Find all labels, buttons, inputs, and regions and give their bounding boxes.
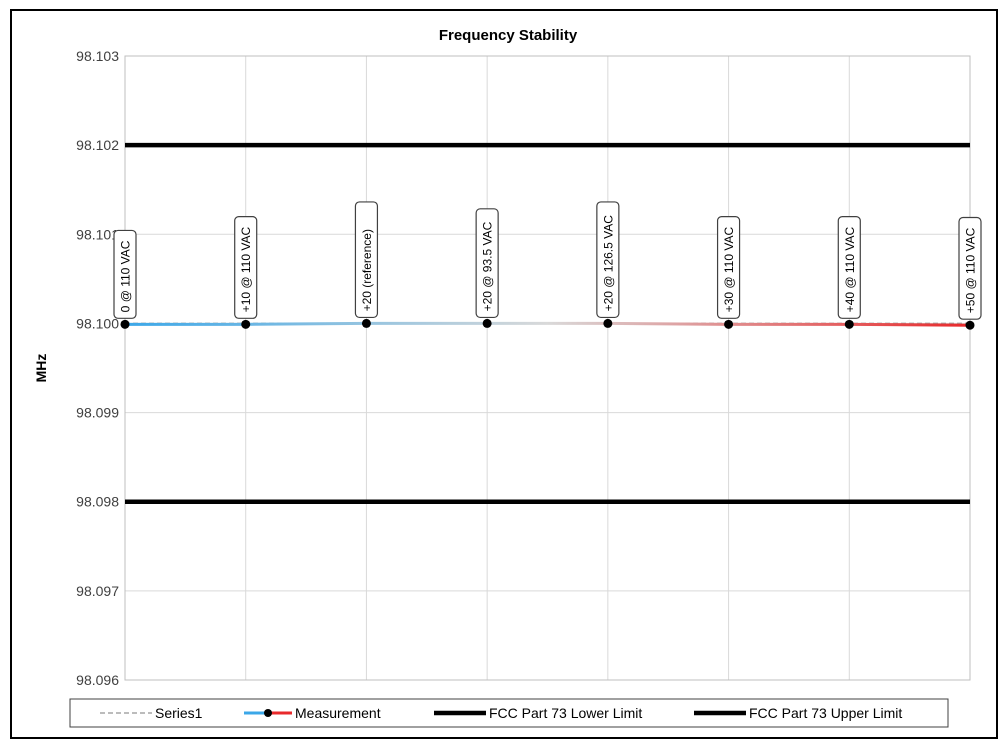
series-layer	[120, 142, 975, 504]
measurement-point-3	[482, 318, 492, 328]
legend-item-fcc-part-73-lower-limit: FCC Part 73 Lower Limit	[434, 705, 642, 721]
legend-label-0: Series1	[155, 705, 203, 721]
data-label-box-6	[837, 216, 861, 319]
data-label-0: 0 @ 110 VAC	[113, 229, 137, 319]
data-label-text-3: +20 @ 93.5 VAC	[481, 221, 495, 311]
measurement-point-2	[361, 318, 371, 328]
data-label-text-0: 0 @ 110 VAC	[119, 240, 133, 312]
y-tick-label-1: 98.097	[76, 583, 119, 599]
legend-box	[69, 698, 949, 728]
data-label-box-7	[958, 216, 982, 320]
measurement-point-1	[241, 319, 251, 329]
data-label-4: +20 @ 126.5 VAC	[596, 201, 620, 319]
legend-label-1: Measurement	[295, 705, 381, 721]
data-label-text-5: +30 @ 110 VAC	[722, 227, 736, 313]
y-tick-label-5: 98.101	[76, 226, 119, 242]
chart-title: Frequency Stability	[439, 27, 578, 44]
data-label-7: +50 @ 110 VAC	[958, 216, 982, 320]
y-tick-label-2: 98.098	[76, 494, 119, 510]
chart-outer-border	[10, 9, 998, 739]
data-label-6: +40 @ 110 VAC	[837, 216, 861, 319]
data-label-box-2	[354, 201, 379, 319]
legend-marker-1	[264, 709, 272, 717]
data-label-5: +30 @ 110 VAC	[716, 216, 741, 319]
data-label-box-4	[596, 201, 620, 319]
measurement-point-0	[120, 319, 130, 329]
data-label-layer: 0 @ 110 VAC +10 @ 110 VAC +20 (reference) +…	[113, 201, 982, 320]
y-tick-label-6: 98.102	[76, 137, 119, 153]
y-axis-label: MHz	[33, 354, 49, 383]
y-tick-label-3: 98.099	[76, 405, 119, 421]
data-label-box-5	[716, 216, 741, 319]
plot-area-border	[124, 55, 971, 681]
data-label-text-7: +50 @ 110 VAC	[964, 227, 978, 313]
measurement-point-6	[844, 319, 854, 329]
data-label-box-0	[113, 229, 137, 319]
y-tick-label-0: 98.096	[76, 672, 119, 688]
data-label-text-6: +40 @ 110 VAC	[843, 227, 857, 313]
data-label-box-1	[234, 216, 258, 319]
data-label-text-2: +20 (reference)	[360, 229, 374, 311]
legend-label-2: FCC Part 73 Lower Limit	[489, 705, 642, 721]
legend-item-fcc-part-73-upper-limit: FCC Part 73 Upper Limit	[694, 705, 902, 721]
data-label-text-4: +20 @ 126.5 VAC	[601, 215, 615, 312]
data-label-1: +10 @ 110 VAC	[234, 216, 258, 319]
y-tick-labels: 98.096 98.097 98.098 98.099 98.100 98.101 98.1…	[76, 48, 119, 688]
data-label-3: +20 @ 93.5 VAC	[475, 208, 499, 319]
y-tick-label-4: 98.100	[76, 315, 119, 331]
legend-item-series1: Series1	[100, 705, 203, 721]
measurement-point-5	[724, 319, 734, 329]
legend: Series1 Measurement FCC Part 73 Lower Limi…	[69, 698, 949, 728]
data-label-2: +20 (reference)	[354, 201, 379, 319]
measurement-point-4	[603, 318, 613, 328]
data-label-text-1: +10 @ 110 VAC	[239, 227, 253, 313]
measurement-point-7	[965, 320, 975, 330]
y-tick-label-7: 98.103	[76, 48, 119, 64]
data-label-box-3	[475, 208, 499, 319]
legend-item-measurement: Measurement	[244, 705, 381, 721]
legend-label-3: FCC Part 73 Upper Limit	[749, 705, 902, 721]
series-line-measurement	[125, 321, 971, 327]
